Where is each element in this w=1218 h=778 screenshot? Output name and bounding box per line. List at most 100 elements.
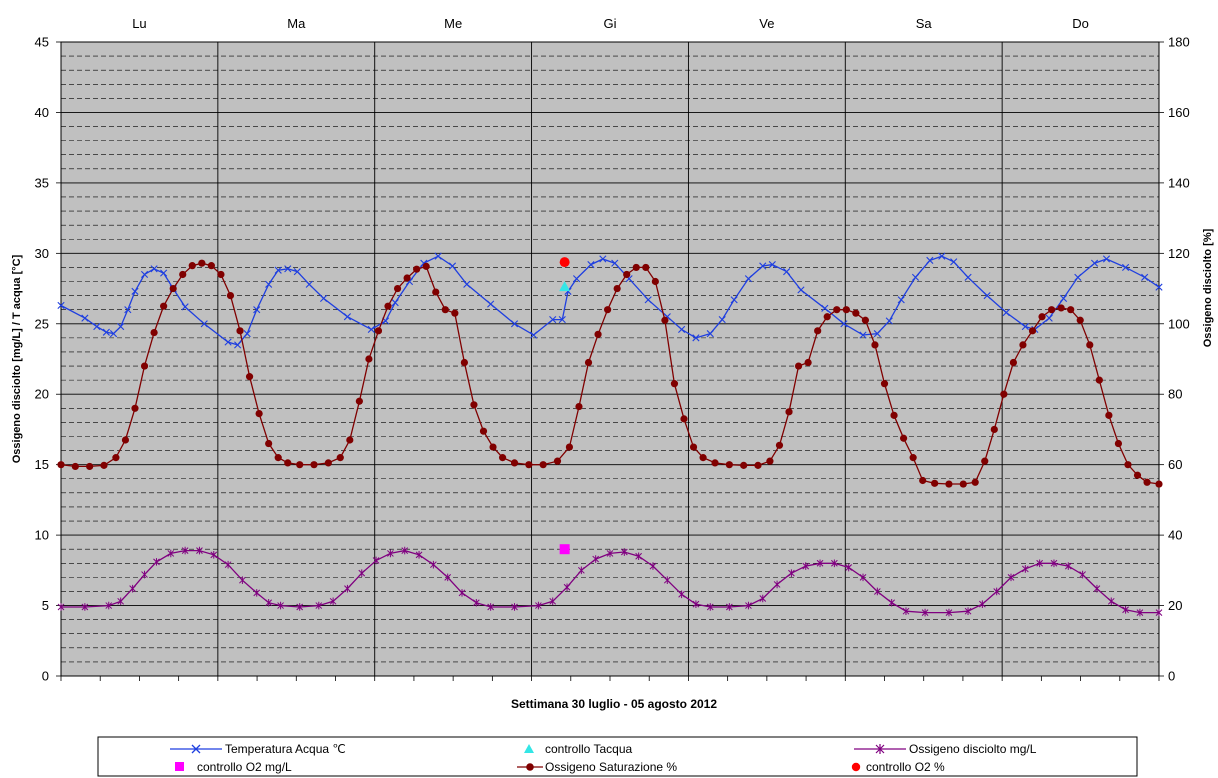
data-point-temperature [434, 252, 442, 260]
data-point-oxygen-mgl [1093, 584, 1101, 593]
data-point-temperature [181, 303, 189, 311]
data-point-temperature [367, 325, 375, 334]
legend-label-controllo-o2-pct: controllo O2 % [866, 760, 945, 774]
data-point-temperature [463, 280, 471, 288]
data-point-oxygen-saturation [981, 457, 989, 465]
data-point-temperature [797, 286, 805, 294]
data-point-oxygen-saturation [553, 457, 562, 465]
y-left-tick-label: 10 [35, 528, 49, 543]
data-point-temperature [599, 255, 607, 263]
data-point-temperature [678, 325, 686, 334]
data-point-oxygen-mgl [979, 600, 986, 608]
legend-item-temperature: Temperatura Acqua ℃ [170, 742, 346, 756]
data-point-oxygen-saturation [1076, 316, 1084, 324]
data-point-oxygen-saturation [310, 461, 318, 469]
day-label: Lu [132, 16, 146, 31]
data-point-oxygen-saturation [689, 443, 698, 451]
data-point-temperature [284, 265, 292, 273]
data-point-oxygen-mgl [444, 573, 452, 582]
data-point-oxygen-saturation [945, 480, 953, 488]
data-point-oxygen-mgl [344, 584, 351, 593]
data-point-temperature [730, 296, 738, 304]
legend-item-oxygen-sat: Ossigeno Saturazione % [517, 760, 677, 774]
data-point-temperature [117, 323, 125, 331]
data-point-oxygen-saturation [284, 459, 292, 467]
data-point-temperature [897, 296, 905, 304]
data-point-oxygen-mgl [831, 559, 838, 568]
data-point-oxygen-saturation [198, 259, 206, 267]
data-point-oxygen-saturation [188, 262, 196, 270]
data-point-oxygen-saturation [1038, 313, 1046, 321]
grid-lines [61, 55, 1159, 663]
data-point-oxygen-saturation [169, 284, 177, 293]
data-point-oxygen-saturation [217, 270, 225, 279]
data-point-oxygen-mgl [253, 589, 261, 597]
y-left-tick-label: 40 [35, 105, 49, 120]
data-point-oxygen-saturation [451, 309, 459, 317]
data-point-oxygen-saturation [403, 274, 411, 282]
data-point-oxygen-mgl [549, 597, 557, 606]
data-point-oxygen-saturation [680, 415, 688, 423]
day-labels: Lu Ma Me Gi Ve Sa Do [132, 16, 1089, 31]
y-axis-right-ticks: 0 20 40 60 80 100 120 140 160 180 [1159, 35, 1190, 684]
data-point-oxygen-mgl [1050, 559, 1058, 568]
data-point-oxygen-saturation [432, 288, 440, 296]
data-point-oxygen-mgl [1064, 562, 1072, 570]
data-point-oxygen-saturation [661, 316, 669, 324]
data-point-oxygen-saturation [346, 436, 354, 444]
data-point-oxygen-mgl [945, 608, 953, 617]
data-point-temperature [1002, 308, 1010, 317]
data-point-oxygen-mgl [578, 566, 585, 575]
data-point-oxygen-saturation [990, 425, 998, 434]
data-point-oxygen-mgl [430, 560, 437, 569]
data-point-temperature [102, 328, 110, 336]
data-point-oxygen-saturation [959, 480, 967, 488]
legend-label-oxygen-mgl: Ossigeno disciolto mg/L [909, 742, 1037, 756]
data-point-oxygen-saturation [613, 284, 621, 293]
data-point-oxygen-mgl [1079, 570, 1086, 579]
day-label: Ve [759, 16, 774, 31]
y-axis-right-title: Ossigeno disciolto [%] [1202, 228, 1214, 347]
data-point-oxygen-saturation [1124, 461, 1132, 469]
data-point-oxygen-saturation [890, 411, 898, 419]
data-point-oxygen-mgl [1136, 608, 1144, 617]
data-point-oxygen-saturation [510, 459, 519, 467]
data-point-oxygen-saturation [274, 454, 282, 462]
data-point-temperature [759, 262, 767, 270]
legend-item-controllo-o2-pct: controllo O2 % [851, 760, 945, 774]
data-point-oxygen-saturation [785, 408, 793, 416]
control-point-o2-mgl [559, 544, 570, 555]
y-left-tick-label: 45 [35, 35, 49, 50]
data-point-oxygen-saturation [498, 454, 507, 462]
data-point-oxygen-saturation [255, 409, 263, 418]
data-point-oxygen-saturation [265, 439, 273, 448]
data-point-oxygen-mgl [993, 587, 1001, 596]
data-point-oxygen-mgl [773, 580, 781, 589]
data-point-oxygen-saturation [71, 462, 79, 471]
data-point-oxygen-saturation [642, 263, 650, 272]
data-point-oxygen-mgl [1155, 608, 1163, 617]
data-point-oxygen-saturation [1133, 471, 1142, 479]
data-point-oxygen-mgl [57, 603, 65, 611]
day-label: Do [1072, 16, 1089, 31]
data-point-oxygen-mgl [401, 546, 409, 555]
data-point-oxygen-mgl [224, 560, 232, 569]
legend-label-controllo-o2-mgl: controllo O2 mg/L [197, 760, 292, 774]
data-point-oxygen-mgl [511, 603, 518, 611]
data-point-temperature [160, 269, 168, 277]
day-label: Sa [916, 16, 933, 31]
data-point-oxygen-mgl [606, 549, 614, 558]
data-point-oxygen-saturation [740, 461, 748, 469]
data-point-oxygen-saturation [871, 341, 879, 349]
data-point-oxygen-saturation [931, 479, 939, 487]
data-point-oxygen-saturation [775, 441, 784, 449]
data-point-oxygen-saturation [766, 457, 774, 465]
y-left-tick-label: 35 [35, 175, 49, 190]
data-point-oxygen-saturation [324, 459, 332, 467]
y-right-tick-label: 120 [1168, 246, 1190, 261]
data-point-temperature [885, 317, 893, 325]
data-point-oxygen-saturation [842, 306, 850, 314]
data-point-oxygen-saturation [823, 313, 831, 321]
data-point-temperature [718, 315, 726, 324]
y-right-tick-label: 0 [1168, 669, 1175, 684]
